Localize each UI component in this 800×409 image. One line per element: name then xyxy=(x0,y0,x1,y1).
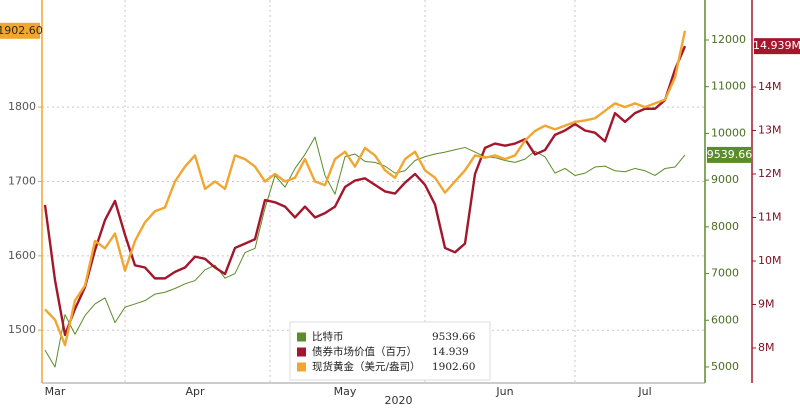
y3-tick-label: 12M xyxy=(758,167,782,180)
x-tick-label: May xyxy=(334,385,357,398)
y-tick-label: 1700 xyxy=(8,174,36,187)
y2-tick-label: 9000 xyxy=(711,173,739,186)
y2-tick-label: 12000 xyxy=(711,33,746,46)
series-line xyxy=(44,136,686,368)
y-tick-label: 1600 xyxy=(8,249,36,262)
y2-tick-label: 7000 xyxy=(711,267,739,280)
y2-tick-label: 6000 xyxy=(711,313,739,326)
y3-tick-label: 14M xyxy=(758,80,782,93)
legend-swatch xyxy=(297,347,306,357)
value-flag xyxy=(707,146,752,163)
x-tick-label: Jun xyxy=(495,385,513,398)
y3-tick-label: 11M xyxy=(758,210,782,223)
value-flag xyxy=(0,22,40,39)
y3-tick-label: 9M xyxy=(758,297,775,310)
x-tick-label: Jul xyxy=(637,385,651,398)
legend-label: 现货黄金（美元/盎司） xyxy=(312,360,421,373)
legend-label: 债券市场价值（百万） xyxy=(312,345,417,358)
legend: 比特币 9539.66 债券市场价值（百万） 14.939 现货黄金（美元/盎司） 190… xyxy=(289,321,491,381)
y3-tick-label: 10M xyxy=(758,254,782,267)
value-flag-label: 9539.66 xyxy=(707,148,753,161)
y2-tick-label: 11000 xyxy=(711,80,746,93)
y2-tick-label: 10000 xyxy=(711,126,746,139)
value-flag-label: 14.939M xyxy=(753,39,800,52)
series-line xyxy=(44,30,687,347)
x-tick-label: Mar xyxy=(45,385,66,398)
y3-tick-label: 8M xyxy=(758,341,775,354)
y2-tick-label: 8000 xyxy=(711,220,739,233)
legend-label: 比特币 xyxy=(312,330,344,343)
legend-swatch xyxy=(297,332,306,342)
value-flag xyxy=(754,38,800,55)
y3-tick-label: 13M xyxy=(758,123,782,136)
value-flag-label: 1902.60 xyxy=(0,24,43,37)
legend-value: 1902.60 xyxy=(432,361,475,373)
series-line xyxy=(43,45,687,337)
y-tick-label: 1500 xyxy=(8,323,36,336)
legend-box xyxy=(289,321,491,381)
legend-value: 14.939 xyxy=(432,346,469,358)
x-axis-label: 2020 xyxy=(385,394,413,407)
legend-swatch xyxy=(297,362,306,372)
y2-tick-label: 5000 xyxy=(711,360,739,373)
y-tick-label: 1800 xyxy=(8,100,36,113)
x-tick-label: Apr xyxy=(185,385,205,398)
legend-value: 9539.66 xyxy=(432,331,476,343)
